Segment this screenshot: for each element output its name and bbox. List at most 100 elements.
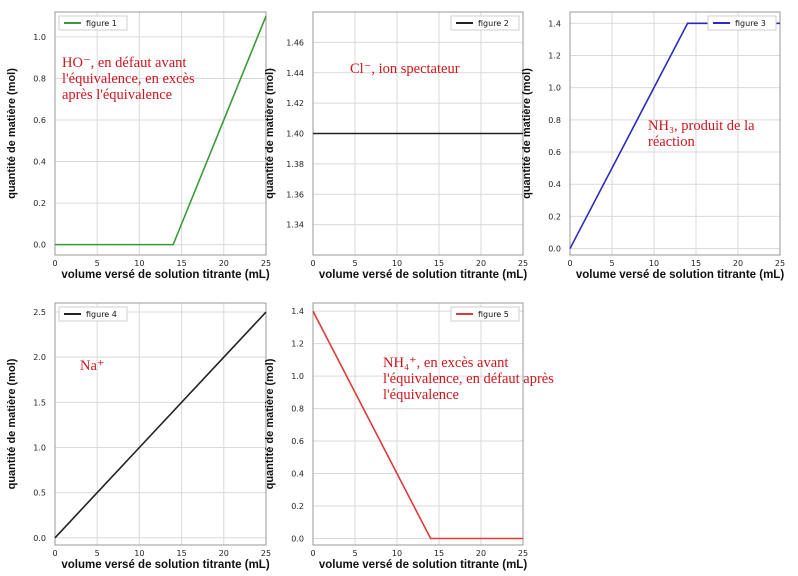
- legend-entry: figure 3: [735, 19, 766, 28]
- y-tick-label: 0.8: [291, 405, 304, 414]
- legend-entry: figure 1: [86, 19, 117, 28]
- y-tick-label: 1.44: [286, 69, 304, 78]
- x-tick-label: 5: [352, 259, 357, 268]
- y-axis-label: quantité de matière (mol): [6, 68, 18, 199]
- x-tick-label: 15: [691, 259, 701, 268]
- y-tick-label: 0.6: [291, 437, 304, 446]
- species-annotation: réaction: [648, 134, 695, 150]
- y-tick-label: 0.2: [548, 212, 561, 221]
- figure-2-panel: 0 5 10 15 20 25 1.34 1.36 1.38 1.40 1.42 1.44 1.46 vo…: [264, 11, 528, 281]
- x-axis-label: volume versé de solution titrante (mL): [61, 559, 269, 571]
- legend-entry: figure 5: [478, 310, 509, 319]
- plot-frame: [54, 302, 267, 546]
- y-tick-label: 0.2: [33, 199, 46, 208]
- figure-3-panel: 0 5 10 15 20 25 0.0 0.2 0.4 0.6 0.8 1.0 1.2 1.4 volume…: [521, 11, 785, 281]
- x-tick-label: 0: [310, 259, 315, 268]
- x-tick-label: 15: [434, 549, 444, 558]
- y-tick-label: 1.0: [33, 33, 46, 42]
- y-tick-label: 0.0: [548, 245, 561, 254]
- plot-frame: [569, 11, 781, 256]
- y-tick-label: 1.0: [33, 443, 46, 452]
- y-tick-label: 1.5: [33, 398, 46, 407]
- y-tick-label: 1.2: [548, 51, 561, 60]
- legend-box: [450, 15, 520, 31]
- x-tick-label: 20: [219, 549, 229, 558]
- y-tick-label: 1.34: [286, 221, 304, 230]
- x-tick-label: 0: [310, 549, 315, 558]
- y-axis-label: quantité de matière (mol): [521, 68, 533, 199]
- y-tick-label: 1.0: [291, 372, 304, 381]
- x-axis-label: volume versé de solution titrante (mL): [319, 269, 527, 281]
- figure-5-panel: 0 5 10 15 20 25 0.0 0.2 0.4 0.6 0.8 1.0 1.2 1.4 volume…: [264, 302, 554, 571]
- y-axis-label: quantité de matière (mol): [6, 358, 18, 489]
- species-annotation: Na⁺: [80, 358, 105, 374]
- x-tick-label: 5: [352, 549, 357, 558]
- species-annotation: HO⁻, en défaut avant: [62, 55, 186, 71]
- legend-box: [450, 306, 520, 322]
- y-tick-label: 0.0: [33, 241, 46, 250]
- legend-entry: figure 4: [86, 310, 117, 319]
- y-tick-label: 0.4: [291, 470, 304, 479]
- y-tick-label: 1.40: [286, 130, 304, 139]
- y-tick-label: 0.8: [33, 74, 46, 83]
- x-axis-label: volume versé de solution titrante (mL): [61, 269, 269, 281]
- y-tick-label: 0.6: [33, 116, 46, 125]
- x-tick-label: 5: [609, 259, 614, 268]
- figure-4-panel: 0 5 10 15 20 25 0.0 0.5 1.0 1.5 2.0 2.5 volume versé…: [6, 302, 271, 571]
- x-tick-label: 5: [95, 259, 100, 268]
- figure-1-panel: 0 5 10 15 20 25 0.0 0.2 0.4 0.6 0.8 1.0 volume versé…: [6, 11, 271, 281]
- x-tick-label: 20: [219, 259, 229, 268]
- species-annotation: après l'équivalence: [62, 87, 172, 103]
- species-annotation: NH₄⁺, en excès avant: [383, 355, 508, 371]
- x-tick-label: 10: [134, 549, 144, 558]
- y-tick-label: 1.0: [548, 84, 561, 93]
- y-tick-label: 0.4: [33, 158, 46, 167]
- y-tick-label: 1.4: [548, 19, 561, 28]
- plot-frame: [54, 11, 267, 256]
- y-tick-label: 1.2: [291, 340, 304, 349]
- figure-1-series-line: [55, 15, 267, 246]
- x-tick-label: 10: [392, 259, 402, 268]
- legend-box: [707, 15, 777, 31]
- plot-frame: [312, 302, 524, 546]
- y-tick-label: 0.0: [291, 535, 304, 544]
- x-tick-label: 10: [392, 549, 402, 558]
- y-tick-label: 1.36: [286, 190, 304, 199]
- x-tick-label: 0: [52, 259, 57, 268]
- y-tick-label: 1.42: [286, 99, 304, 108]
- species-annotation: l'équivalence, en excès: [62, 71, 195, 87]
- species-annotation: Cl⁻, ion spectateur: [350, 61, 460, 77]
- x-tick-label: 25: [261, 259, 271, 268]
- x-tick-label: 10: [649, 259, 659, 268]
- x-axis-label: volume versé de solution titrante (mL): [576, 269, 784, 281]
- x-tick-label: 20: [733, 259, 743, 268]
- y-tick-label: 1.38: [286, 160, 304, 169]
- x-tick-label: 15: [434, 259, 444, 268]
- y-tick-label: 0.8: [548, 116, 561, 125]
- y-tick-label: 0.2: [291, 502, 304, 511]
- x-axis-label: volume versé de solution titrante (mL): [319, 559, 527, 571]
- species-annotation: NH₃, produit de la: [648, 118, 755, 134]
- y-tick-label: 0.5: [33, 489, 46, 498]
- figure-5-series-line: [312, 310, 523, 540]
- x-tick-label: 25: [775, 259, 785, 268]
- species-annotation: l'équivalence, en défaut après: [383, 371, 554, 387]
- y-tick-label: 2.0: [33, 353, 46, 362]
- x-tick-label: 20: [476, 549, 486, 558]
- species-annotation: l'équivalence: [383, 387, 459, 403]
- x-tick-label: 20: [476, 259, 486, 268]
- x-tick-label: 10: [134, 259, 144, 268]
- x-tick-label: 15: [177, 549, 187, 558]
- legend-entry: figure 2: [478, 19, 509, 28]
- x-tick-label: 25: [518, 259, 528, 268]
- y-tick-label: 2.5: [33, 308, 46, 317]
- x-tick-label: 25: [518, 549, 528, 558]
- x-tick-label: 0: [52, 549, 57, 558]
- x-tick-label: 25: [261, 549, 271, 558]
- legend-box: [58, 306, 128, 322]
- y-axis-label: quantité de matière (mol): [264, 358, 276, 489]
- y-axis-label: quantité de matière (mol): [264, 68, 276, 199]
- x-tick-label: 5: [95, 549, 100, 558]
- y-tick-label: 0.0: [33, 534, 46, 543]
